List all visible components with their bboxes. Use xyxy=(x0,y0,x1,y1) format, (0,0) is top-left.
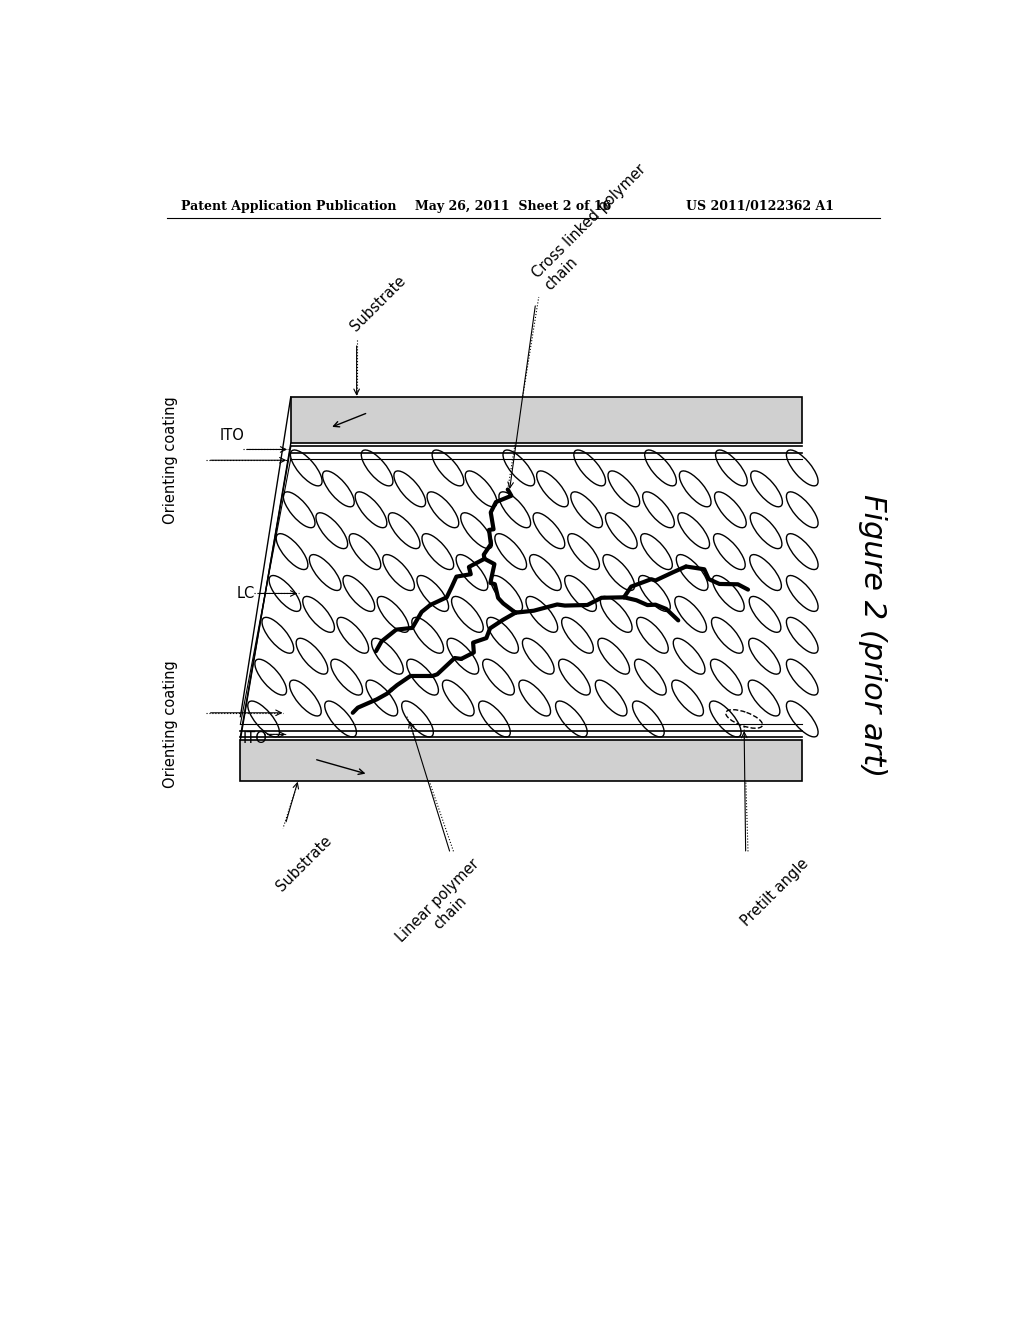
Bar xyxy=(241,739,802,780)
Text: ITO: ITO xyxy=(219,428,245,444)
Bar xyxy=(291,397,802,444)
Text: Substrate: Substrate xyxy=(347,273,409,334)
Text: Orienting coating: Orienting coating xyxy=(163,396,178,524)
Text: May 26, 2011  Sheet 2 of 16: May 26, 2011 Sheet 2 of 16 xyxy=(415,199,611,213)
Text: Substrate: Substrate xyxy=(273,833,335,894)
Text: Linear polymer
chain: Linear polymer chain xyxy=(393,855,495,957)
Text: Patent Application Publication: Patent Application Publication xyxy=(180,199,396,213)
Text: Figure 2 (prior art): Figure 2 (prior art) xyxy=(857,494,887,777)
Text: Orienting coating: Orienting coating xyxy=(163,660,178,788)
Text: US 2011/0122362 A1: US 2011/0122362 A1 xyxy=(686,199,834,213)
Text: LC: LC xyxy=(237,586,255,601)
Text: Pretilt angle: Pretilt angle xyxy=(738,855,812,929)
Text: Cross linked polymer
chain: Cross linked polymer chain xyxy=(529,161,662,293)
Text: ITO: ITO xyxy=(243,731,267,746)
